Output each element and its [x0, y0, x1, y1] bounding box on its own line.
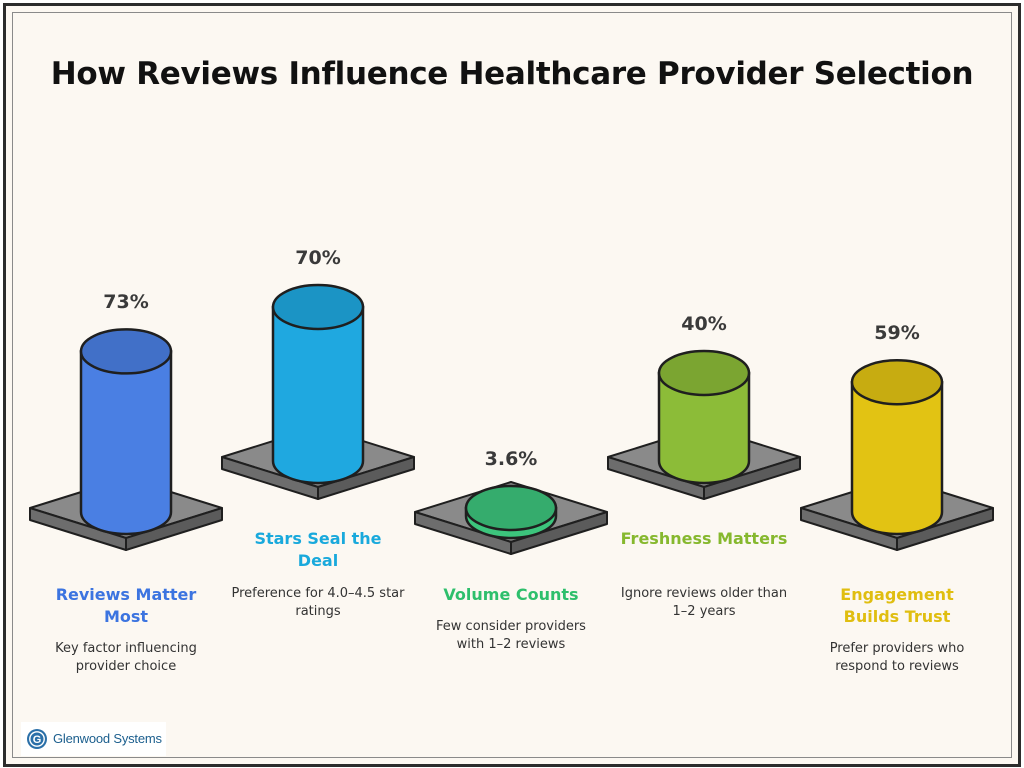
- category-label: Volume Counts: [443, 585, 579, 604]
- logo-mark-letter: G: [33, 734, 42, 746]
- bar-cylinder-top: [79, 328, 173, 375]
- bar-group: [607, 349, 801, 500]
- value-label: 70%: [295, 247, 341, 269]
- bar-cylinder: [850, 380, 944, 536]
- value-label: 3.6%: [484, 448, 538, 470]
- inner-border: [12, 12, 1012, 758]
- bar-cylinder-top: [850, 358, 944, 406]
- logo-text: Glenwood Systems: [53, 731, 162, 746]
- category-description: Ignore reviews older than 1–2 years: [620, 586, 788, 619]
- value-label: 59%: [874, 322, 920, 345]
- chart-title: How Reviews Influence Healthcare Provide…: [50, 56, 974, 92]
- bar-cylinder: [657, 371, 751, 485]
- category-description: Prefer providers who respond to reviews: [829, 641, 965, 674]
- bar-group: [414, 481, 608, 555]
- category-label: Freshness Matters: [620, 529, 788, 548]
- value-label: 40%: [681, 313, 727, 335]
- category-label: Engagement Builds Trust: [840, 585, 954, 626]
- value-label: 73%: [103, 291, 149, 314]
- category-description: Few consider providers with 1–2 reviews: [436, 619, 586, 652]
- bar-cylinder-top: [464, 484, 558, 532]
- category-description: Key factor influencing provider choice: [55, 641, 197, 674]
- bar-cylinder-top: [657, 349, 751, 397]
- bar-cylinder: [271, 305, 365, 485]
- bar-group: [29, 328, 223, 551]
- bar-group: [800, 358, 994, 551]
- category-label: Stars Seal the Deal: [254, 529, 382, 570]
- bar-group: [221, 283, 415, 500]
- bar-cylinder: [79, 350, 173, 536]
- logo: G Glenwood Systems: [21, 722, 166, 756]
- category-description: Preference for 4.0–4.5 star ratings: [231, 586, 405, 619]
- category-label: Reviews Matter Most: [55, 585, 197, 626]
- glenwood-logo-icon: G: [27, 729, 47, 749]
- bar-cylinder-top: [271, 283, 365, 331]
